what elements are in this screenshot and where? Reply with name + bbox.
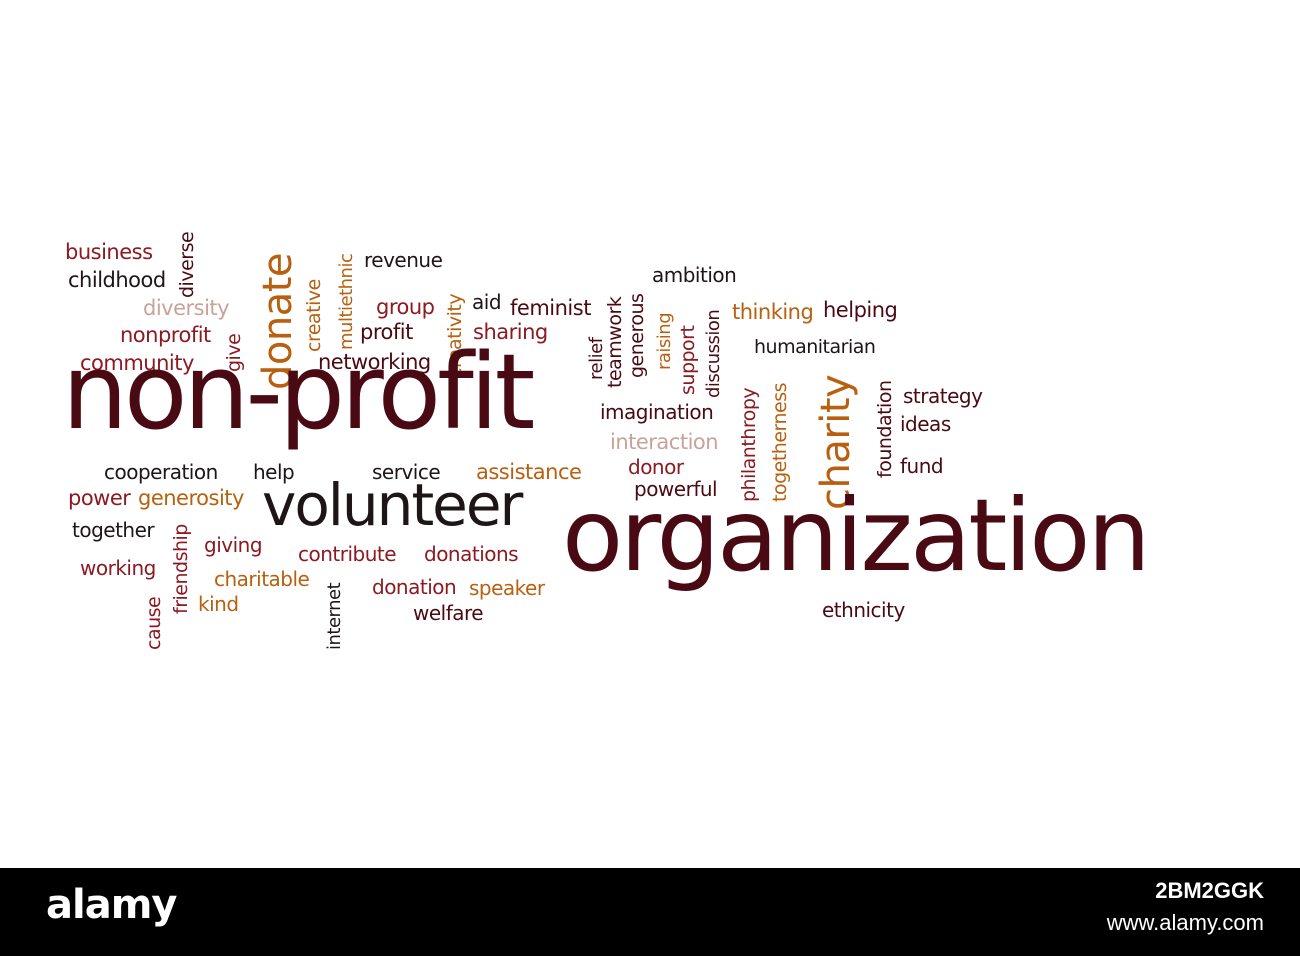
word-donations: donations bbox=[424, 542, 519, 566]
word-welfare: welfare bbox=[413, 601, 484, 625]
word-help: help bbox=[253, 460, 295, 484]
word-business: business bbox=[65, 240, 153, 264]
word-revenue: revenue bbox=[364, 248, 443, 272]
word-donation: donation bbox=[372, 575, 457, 599]
word-sharing: sharing bbox=[473, 320, 548, 344]
word-raising: raising bbox=[654, 312, 675, 370]
word-charitable: charitable bbox=[214, 567, 310, 591]
word-helping: helping bbox=[823, 298, 898, 322]
word-speaker: speaker bbox=[469, 576, 545, 600]
word-diverse: diverse bbox=[176, 231, 198, 298]
word-feminist: feminist bbox=[510, 296, 591, 320]
word-assistance: assistance bbox=[476, 460, 582, 484]
word-donor: donor bbox=[628, 455, 684, 479]
word-working: working bbox=[80, 556, 156, 580]
word-nonprofit: nonprofit bbox=[120, 323, 211, 347]
word-support: support bbox=[677, 325, 699, 395]
word-power: power bbox=[68, 486, 131, 510]
word-giving: giving bbox=[204, 533, 263, 557]
word-thinking: thinking bbox=[732, 300, 814, 324]
site-url: www.alamy.com bbox=[1106, 910, 1264, 935]
word-interaction: interaction bbox=[610, 430, 719, 454]
word-strategy: strategy bbox=[903, 384, 983, 408]
word-contribute: contribute bbox=[298, 542, 397, 566]
word-cause: cause bbox=[143, 596, 165, 650]
word-teamwork: teamwork bbox=[604, 296, 626, 388]
word-ambition: ambition bbox=[652, 263, 737, 287]
word-networking: networking bbox=[318, 350, 431, 374]
word-profit: profit bbox=[360, 320, 413, 344]
word-friendship: friendship bbox=[170, 524, 192, 614]
word-humanitarian: humanitarian bbox=[754, 336, 876, 358]
word-internet: internet bbox=[324, 582, 345, 650]
word-community: community bbox=[80, 351, 194, 375]
word-organization: organization bbox=[562, 477, 1151, 594]
word-group: group bbox=[376, 295, 435, 319]
word-diversity: diversity bbox=[143, 296, 230, 320]
word-cloud: business childhood diverse diversity non… bbox=[62, 231, 1151, 650]
word-discussion: discussion bbox=[703, 309, 724, 398]
word-imagination: imagination bbox=[600, 400, 714, 424]
word-service: service bbox=[372, 460, 441, 484]
word-together: together bbox=[72, 518, 155, 542]
word-volunteer: volunteer bbox=[262, 471, 523, 539]
stock-image-id: 2BM2GGK bbox=[1155, 878, 1264, 903]
word-kind: kind bbox=[198, 592, 239, 616]
word-generous: generous bbox=[626, 293, 648, 378]
word-cooperation: cooperation bbox=[104, 460, 218, 484]
word-powerful: powerful bbox=[634, 477, 718, 501]
watermark-footer: alamy 2BM2GGK www.alamy.com bbox=[0, 868, 1300, 956]
word-non-profit: non-profit bbox=[62, 331, 535, 453]
word-fund: fund bbox=[900, 454, 944, 478]
alamy-logo: alamy bbox=[46, 882, 177, 928]
word-childhood: childhood bbox=[68, 268, 166, 292]
word-aid: aid bbox=[472, 290, 502, 314]
word-foundation: foundation bbox=[874, 380, 896, 479]
word-ideas: ideas bbox=[900, 412, 951, 436]
word-generosity: generosity bbox=[138, 486, 244, 510]
word-ethnicity: ethnicity bbox=[822, 598, 905, 622]
